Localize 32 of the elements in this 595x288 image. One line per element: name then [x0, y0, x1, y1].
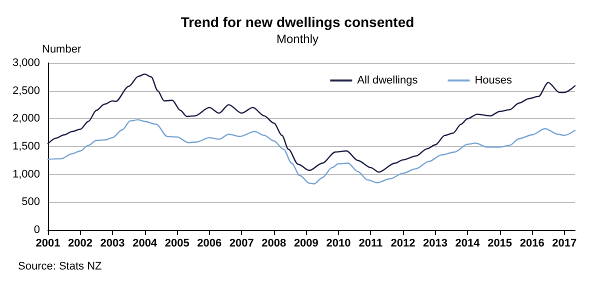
x-tick-label: 2014: [455, 238, 481, 250]
x-tick-label: 2001: [36, 238, 60, 250]
x-tick-label: 2011: [358, 238, 383, 250]
x-tick-label: 2013: [423, 238, 448, 250]
y-tick-label: 0: [34, 224, 40, 236]
x-tick-label: 2010: [326, 238, 351, 250]
x-tick-label: 2002: [68, 238, 93, 250]
legend-label: All dwellings: [357, 74, 418, 86]
y-tick-label: 500: [22, 196, 40, 208]
x-tick-label: 2003: [100, 238, 125, 250]
source-note: Source: Stats NZ: [18, 260, 102, 272]
x-tick-label: 2005: [164, 238, 190, 250]
x-tick-label: 2004: [132, 238, 158, 250]
x-tick-label: 2006: [197, 238, 222, 250]
y-tick-label: 3,000: [12, 57, 40, 69]
y-tick-label: 1,000: [12, 168, 40, 180]
y-axis-title: Number: [42, 44, 82, 56]
chart-subtitle: Monthly: [276, 32, 319, 46]
line-series: [47, 119, 576, 184]
y-tick-label: 2,500: [12, 84, 40, 97]
y-tick-label: 2,000: [12, 112, 40, 125]
x-tick-label: 2017: [552, 238, 577, 250]
x-tick-label: 2007: [229, 238, 254, 250]
x-tick-label: 2015: [488, 238, 512, 250]
x-tick-label: 2009: [294, 238, 318, 250]
legend-label: Houses: [474, 74, 512, 86]
line-series: [47, 73, 576, 173]
x-tick-label: 2008: [262, 238, 286, 250]
x-tick-label: 2012: [390, 238, 416, 250]
y-tick-label: 1,500: [12, 140, 40, 152]
chart-title: Trend for new dwellings consented: [180, 14, 414, 30]
x-tick-label: 2016: [520, 238, 544, 250]
